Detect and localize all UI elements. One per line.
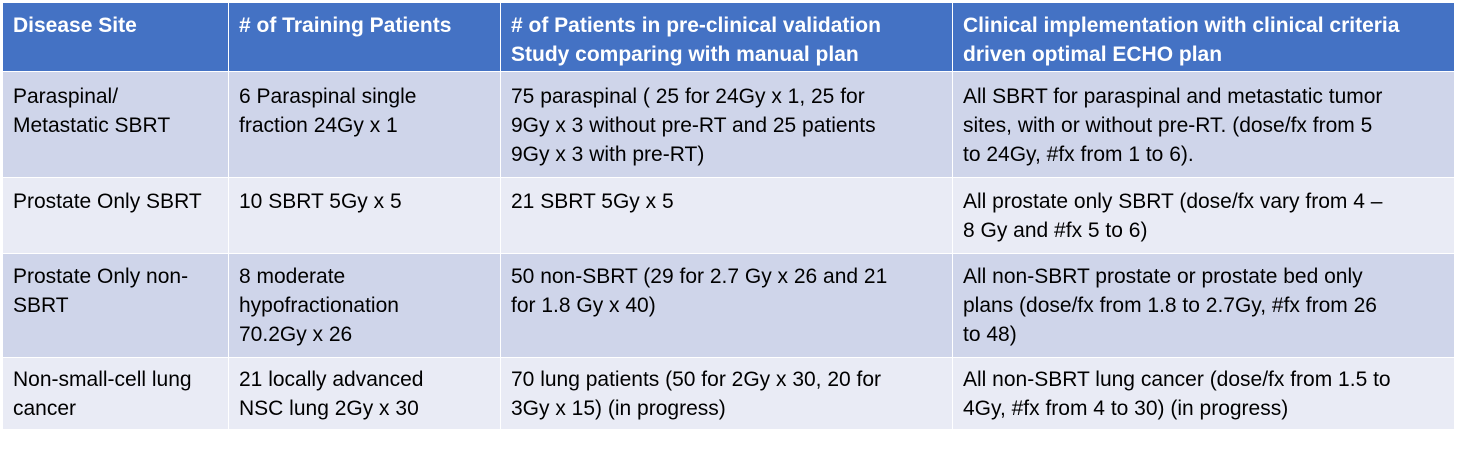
header-training-patients: # of Training Patients	[228, 2, 501, 72]
header-label: # of Training Patients	[239, 14, 452, 37]
table-cell: 75 paraspinal ( 25 for 24Gy x 1, 25 for …	[500, 71, 953, 178]
cell-text: 50 non-SBRT (29 for 2.7 Gy x 26 and 21 f…	[511, 265, 888, 317]
table-row: Non-small-cell lung cancer 21 locally ad…	[2, 357, 1455, 430]
table-cell: Prostate Only non- SBRT	[2, 253, 229, 358]
cell-text: 21 SBRT 5Gy x 5	[511, 190, 674, 213]
cell-text: 8 moderate hypofractionation 70.2Gy x 26	[239, 265, 399, 346]
cell-text: 10 SBRT 5Gy x 5	[239, 190, 402, 213]
header-row: Disease Site # of Training Patients # of…	[2, 2, 1455, 72]
header-label: Clinical implementation with clinical cr…	[963, 14, 1400, 66]
table-row: Prostate Only SBRT 10 SBRT 5Gy x 5 21 SB…	[2, 177, 1455, 254]
table-container: Disease Site # of Training Patients # of…	[2, 2, 1455, 430]
table-cell: 21 SBRT 5Gy x 5	[500, 177, 953, 254]
treatment-plan-table: Disease Site # of Training Patients # of…	[2, 2, 1455, 430]
header-clinical-implementation: Clinical implementation with clinical cr…	[952, 2, 1455, 72]
header-disease-site: Disease Site	[2, 2, 229, 72]
cell-text: 6 Paraspinal single fraction 24Gy x 1	[239, 85, 417, 137]
cell-text: Paraspinal/ Metastatic SBRT	[13, 85, 171, 137]
table-row: Prostate Only non- SBRT 8 moderate hypof…	[2, 253, 1455, 358]
table-cell: Prostate Only SBRT	[2, 177, 229, 254]
cell-text: 70 lung patients (50 for 2Gy x 30, 20 fo…	[511, 368, 882, 420]
table-cell: 10 SBRT 5Gy x 5	[228, 177, 501, 254]
header-label: # of Patients in pre-clinical validation…	[511, 14, 881, 66]
cell-text: All non-SBRT lung cancer (dose/fx from 1…	[963, 368, 1391, 420]
table-cell: All SBRT for paraspinal and metastatic t…	[952, 71, 1455, 178]
cell-text: All non-SBRT prostate or prostate bed on…	[963, 265, 1377, 346]
table-cell: Paraspinal/ Metastatic SBRT	[2, 71, 229, 178]
cell-text: Non-small-cell lung cancer	[13, 368, 192, 420]
cell-text: All SBRT for paraspinal and metastatic t…	[963, 85, 1383, 166]
table-cell: All prostate only SBRT (dose/fx vary fro…	[952, 177, 1455, 254]
table-cell: Non-small-cell lung cancer	[2, 357, 229, 430]
cell-text: Prostate Only SBRT	[13, 190, 202, 213]
cell-text: Prostate Only non- SBRT	[13, 265, 189, 317]
table-row: Paraspinal/ Metastatic SBRT 6 Paraspinal…	[2, 71, 1455, 178]
table-cell: All non-SBRT lung cancer (dose/fx from 1…	[952, 357, 1455, 430]
table-cell: 21 locally advanced NSC lung 2Gy x 30	[228, 357, 501, 430]
table-cell: 50 non-SBRT (29 for 2.7 Gy x 26 and 21 f…	[500, 253, 953, 358]
cell-text: 21 locally advanced NSC lung 2Gy x 30	[239, 368, 424, 420]
cell-text: 75 paraspinal ( 25 for 24Gy x 1, 25 for …	[511, 85, 876, 166]
table-cell: 8 moderate hypofractionation 70.2Gy x 26	[228, 253, 501, 358]
table-cell: All non-SBRT prostate or prostate bed on…	[952, 253, 1455, 358]
header-label: Disease Site	[13, 14, 137, 37]
header-validation-patients: # of Patients in pre-clinical validation…	[500, 2, 953, 72]
table-cell: 6 Paraspinal single fraction 24Gy x 1	[228, 71, 501, 178]
table-cell: 70 lung patients (50 for 2Gy x 30, 20 fo…	[500, 357, 953, 430]
cell-text: All prostate only SBRT (dose/fx vary fro…	[963, 190, 1383, 242]
